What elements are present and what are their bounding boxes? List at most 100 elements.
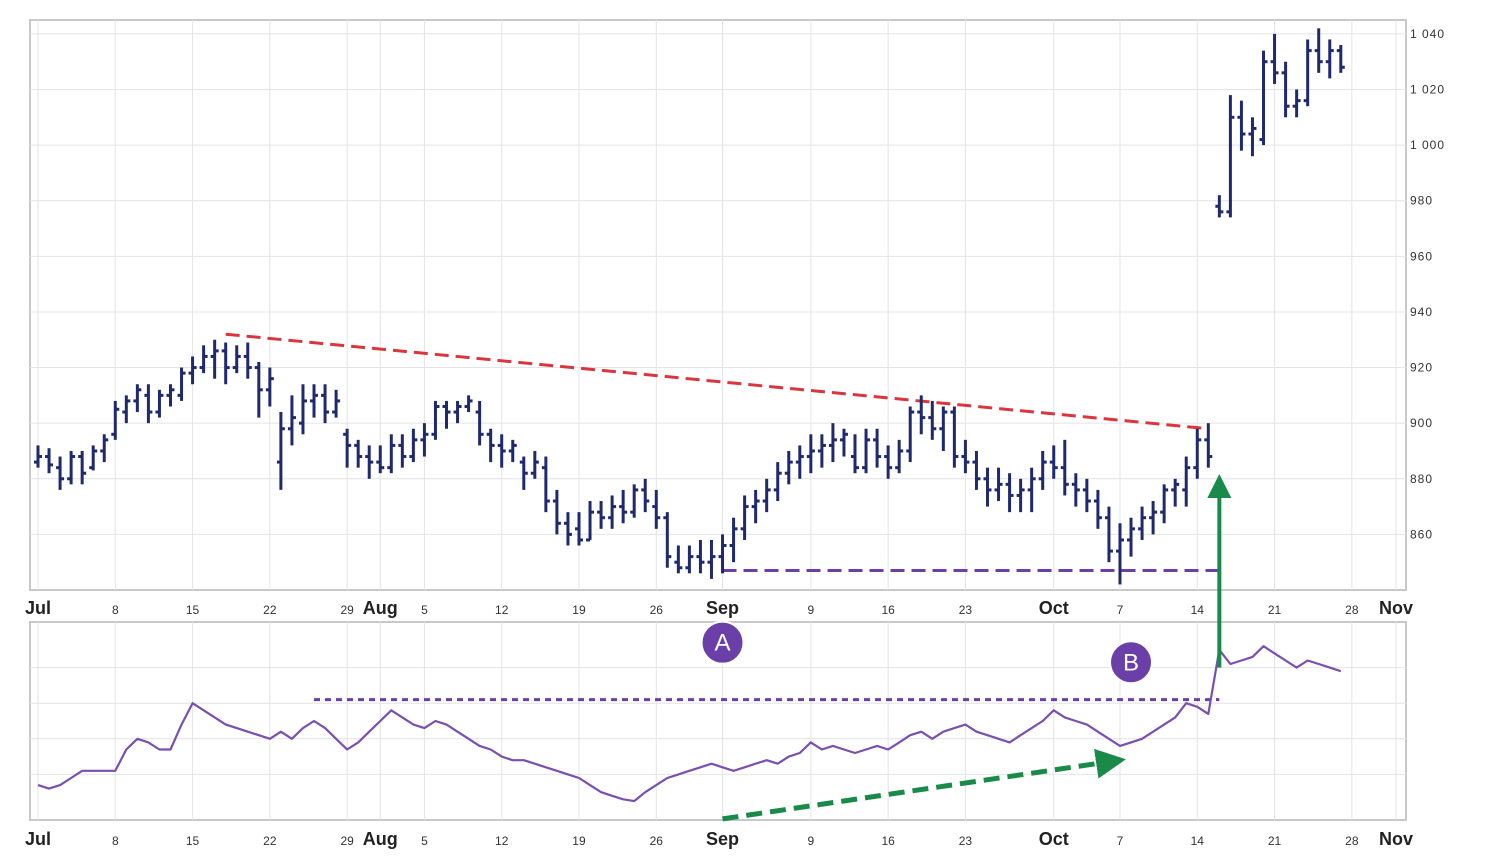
ohlc-bar [1204,423,1213,468]
ohlc-bar [685,545,694,574]
ohlc-bar [442,400,451,429]
ohlc-bar [828,423,837,463]
ohlc-bar [961,439,970,474]
ohlc-bar [144,384,153,424]
ohlc-bar [34,445,42,468]
ohlc-bar [1016,478,1025,513]
ohlc-bar [155,389,164,418]
ohlc-bar [817,434,826,468]
ohlc-bar [1248,117,1257,157]
ohlc-bar [851,434,860,474]
price-date-tick-label: 19 [572,603,586,617]
ohlc-bar [972,450,981,490]
indicator-date-tick-label: 9 [808,834,815,848]
indicator-date-tick-label: Sep [706,829,739,849]
ohlc-bar [1292,89,1301,118]
ohlc-bar [1270,33,1279,84]
ohlc-bar [1038,450,1047,490]
ohlc-bar [464,395,473,413]
ohlc-bar [608,495,617,529]
price-date-tick-label: Oct [1039,598,1069,618]
ohlc-bar [541,456,550,513]
price-annotations [225,332,1220,573]
price-tick-label: 1 040 [1410,27,1445,41]
ohlc-bar [111,400,120,440]
ohlc-bar [641,478,650,513]
ohlc-bar [586,501,595,542]
ohlc-bar [1082,478,1091,513]
ohlc-bar [630,484,639,518]
ohlc-bar [663,512,672,568]
ohlc-bar [1281,61,1290,118]
price-tick-label: 980 [1410,194,1433,208]
indicator-date-tick-label: 5 [421,834,428,848]
ohlc-bar [751,489,760,524]
ohlc-bar [221,342,230,385]
indicator-date-tick-label: 19 [572,834,586,848]
indicator-date-tick-label: 29 [340,834,354,848]
indicator-date-tick-label: Jul [25,829,51,849]
price-tick-label: 920 [1410,361,1433,375]
ohlc-bar [188,356,197,385]
ohlc-bar [1071,473,1080,507]
indicator-date-tick-label: Oct [1039,829,1069,849]
ohlc-bar [343,428,352,468]
price-date-tick-label: Jul [25,598,51,618]
price-grid [30,20,1406,590]
price-date-tick-label: 7 [1117,603,1124,617]
indicator-date-tick-label: 15 [186,834,200,848]
ohlc-bar [398,434,407,468]
ohlc-bar [310,384,319,418]
ohlc-bar [210,339,219,379]
ohlc-bar [1171,478,1180,507]
ohlc-bar [795,445,804,479]
ohlc-bar [199,345,208,374]
price-panel-frame [29,19,1407,591]
ohlc-bar [166,384,175,407]
annotation-badge-circle [700,620,745,665]
ohlc-bar [365,445,374,479]
indicator-line [37,645,1342,803]
ohlc-bar [1237,100,1246,151]
price-date-tick-label: 16 [881,603,895,617]
ohlc-bar [862,428,871,474]
ohlc-bar [376,445,385,474]
ohlc-bar [265,367,274,407]
ohlc-bar [387,434,396,474]
price-tick-label: 1 020 [1410,83,1445,97]
ohlc-bar [917,395,926,435]
ohlc-bar [243,342,252,379]
ohlc-bar [1314,28,1323,73]
ohlc-bar [298,384,307,435]
ohlc-bar [56,456,65,490]
ohlc-bar [1127,517,1136,557]
ohlc-bar [740,495,749,540]
ohlc-bar [530,450,539,479]
ohlc-bar [1160,484,1169,524]
ohlc-bar [839,428,848,457]
ohlc-bar [409,428,418,463]
ohlc-bar [773,462,782,502]
ohlc-bar [45,448,54,474]
ohlc-bar [475,400,484,446]
price-date-tick-label: 22 [263,603,277,617]
ohlc-bar [652,489,661,529]
ohlc-bar [939,406,948,451]
ohlc-bar [950,406,959,468]
price-date-tick-label: 28 [1345,603,1359,617]
ohlc-bar [508,439,517,463]
annotation-badge-label: B [1123,649,1139,676]
ohlc-bar [133,384,142,413]
price-panel: 860 880 900 920 940 960 980 1 000 1 020 1 040 Jul… [25,19,1445,618]
price-tick-label: 940 [1410,305,1433,319]
indicator-date-tick-label: 12 [495,834,509,848]
indicator-date-tick-label: 26 [650,834,664,848]
indicator-date-tick-label: 21 [1268,834,1282,848]
cross-panel-annotations: AB [700,473,1232,822]
indicator-date-tick-label: 14 [1191,834,1205,848]
ohlc-bar [453,400,462,424]
ohlc-bar [1138,506,1147,540]
ohlc-bar [674,545,683,574]
price-date-tick-label: 5 [421,603,428,617]
ohlc-bar [718,534,727,574]
